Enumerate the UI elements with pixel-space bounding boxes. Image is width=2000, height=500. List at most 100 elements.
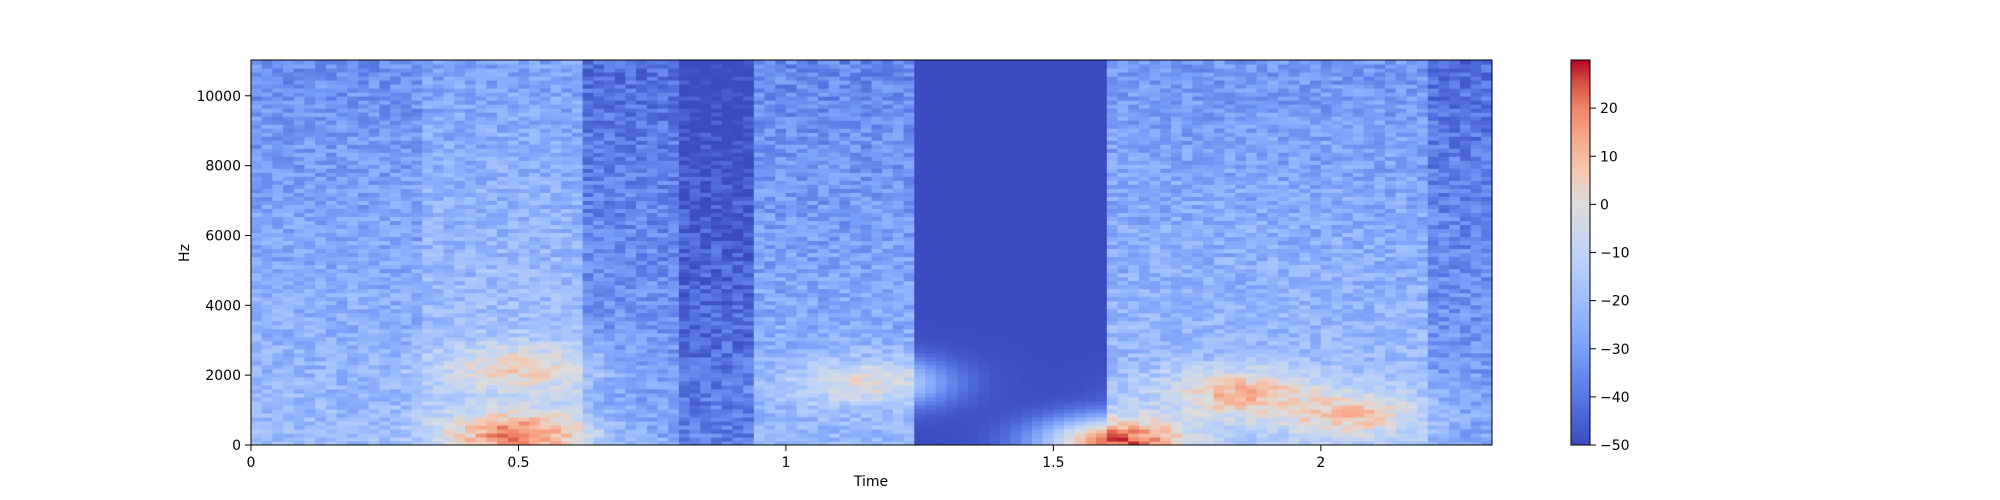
heatmap-cell [464, 396, 477, 402]
heatmap-cell [400, 336, 413, 342]
heatmap-cell [283, 332, 295, 338]
heatmap-cell [775, 232, 787, 238]
heatmap-cell [753, 336, 766, 342]
heatmap-cell [422, 288, 434, 294]
heatmap-cell [336, 96, 348, 101]
heatmap-cell [251, 176, 263, 181]
heatmap-cell [571, 272, 584, 278]
heatmap-cell [732, 64, 744, 69]
heatmap-cell [785, 276, 798, 282]
heatmap-cell [336, 312, 348, 318]
heatmap-cell [379, 64, 391, 69]
heatmap-cell [432, 336, 445, 342]
heatmap-cell [422, 192, 434, 197]
heatmap-cell [251, 364, 263, 370]
heatmap-cell [561, 68, 573, 73]
heatmap-cell [486, 172, 498, 177]
heatmap-cell [796, 208, 808, 213]
heatmap-cell [625, 224, 637, 230]
heatmap-cell [400, 80, 413, 85]
heatmap-cell [604, 60, 616, 65]
heatmap-cell [561, 100, 573, 105]
heatmap-cell [272, 140, 284, 145]
heatmap-cell [518, 340, 530, 346]
heatmap-cell [764, 400, 776, 406]
heatmap-cell [507, 392, 520, 398]
heatmap-cell [272, 376, 284, 382]
heatmap-cell [785, 156, 798, 161]
heatmap-cell [593, 392, 605, 398]
heatmap-cell [422, 88, 434, 93]
heatmap-cell [497, 180, 509, 185]
heatmap-cell [486, 428, 498, 434]
heatmap-cell [443, 336, 455, 342]
heatmap-cell [539, 396, 552, 402]
heatmap-cell [283, 352, 295, 358]
heatmap-cell [251, 420, 263, 426]
heatmap-cell [454, 336, 466, 342]
heatmap-cell [497, 200, 509, 205]
heatmap-cell [678, 412, 691, 418]
heatmap-cell [743, 152, 755, 157]
heatmap-cell [721, 216, 734, 222]
heatmap-cell [593, 144, 605, 149]
heatmap-cell [571, 368, 584, 374]
heatmap-cell [325, 76, 338, 81]
heatmap-cell [657, 320, 669, 326]
heatmap-cell [464, 80, 477, 85]
heatmap-cell [454, 60, 466, 65]
heatmap-cell [582, 380, 594, 386]
heatmap-cell [764, 212, 776, 218]
heatmap-cell [315, 204, 327, 209]
heatmap-cell [272, 264, 284, 270]
heatmap-cell [454, 136, 466, 141]
heatmap-cell [582, 412, 594, 418]
heatmap-cell [251, 112, 263, 117]
heatmap-cell [325, 416, 338, 422]
heatmap-cell [775, 312, 787, 318]
heatmap-cell [764, 272, 776, 278]
heatmap-cell [678, 304, 691, 310]
heatmap-cell [411, 372, 423, 378]
heatmap-cell [464, 60, 477, 65]
heatmap-cell [486, 364, 498, 370]
heatmap-cell [582, 176, 594, 181]
heatmap-cell [518, 356, 530, 362]
heatmap-cell [711, 140, 723, 145]
heatmap-cell [486, 272, 498, 278]
heatmap-cell [400, 120, 413, 125]
heatmap-cell [432, 220, 445, 226]
heatmap-cell [283, 260, 295, 266]
heatmap-cell [432, 420, 445, 426]
heatmap-cell [357, 352, 370, 358]
heatmap-cell [507, 200, 520, 205]
heatmap-cell [604, 124, 616, 129]
heatmap-cell [796, 364, 808, 370]
heatmap-cell [529, 432, 541, 438]
heatmap-cell [357, 108, 370, 113]
heatmap-cell [390, 232, 402, 238]
heatmap-cell [614, 220, 627, 226]
heatmap-cell [550, 396, 562, 402]
heatmap-cell [743, 200, 755, 205]
heatmap-cell [272, 100, 284, 105]
heatmap-cell [357, 344, 370, 350]
heatmap-cell [700, 200, 712, 205]
heatmap-cell [711, 76, 723, 81]
heatmap-cell [336, 184, 348, 189]
heatmap-cell [518, 176, 530, 181]
heatmap-cell [721, 220, 734, 226]
heatmap-cell [700, 156, 712, 161]
heatmap-cell [614, 280, 627, 286]
heatmap-cell [775, 60, 787, 65]
heatmap-cell [614, 108, 627, 113]
heatmap-cell [711, 88, 723, 93]
heatmap-cell [561, 140, 573, 145]
heatmap-cell [251, 260, 263, 266]
heatmap-cell [304, 160, 316, 165]
heatmap-cell [304, 284, 316, 290]
heatmap-cell [283, 328, 295, 334]
heatmap-cell [336, 340, 348, 346]
heatmap-cell [764, 436, 776, 442]
heatmap-cell [764, 132, 776, 137]
